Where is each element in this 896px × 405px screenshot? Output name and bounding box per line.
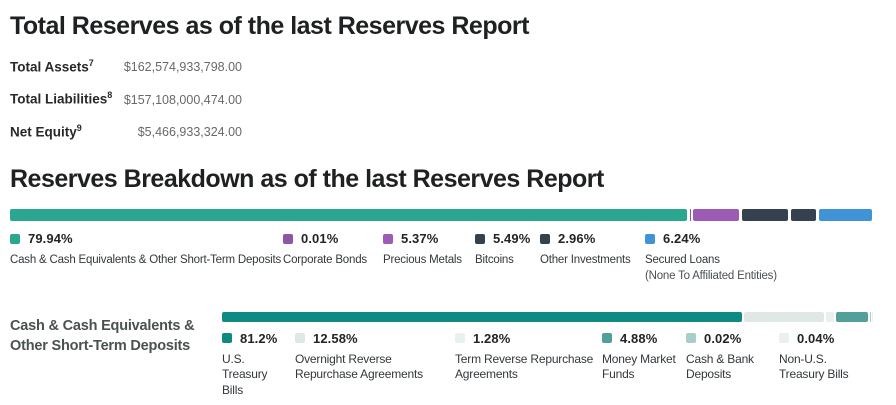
bitcoins-swatch-icon: [475, 233, 485, 244]
us-treasury-bills-swatch-icon: [222, 333, 232, 344]
legend-label: Secured Loans: [645, 254, 720, 266]
legend-label: Cash & Cash Equivalents & Other Short-Te…: [10, 254, 282, 266]
legend-item-corporate-bonds: 0.01% Corporate Bonds: [283, 231, 383, 268]
legend-label: Precious Metals: [383, 254, 462, 266]
legend-percent: 5.37%: [401, 231, 439, 246]
bar-segment-precious-metals: [693, 209, 739, 221]
bar-segment-bitcoins: [741, 209, 789, 221]
legend-percent: 12.58%: [313, 330, 358, 346]
reserves-breakdown-heading: Reserves Breakdown as of the last Reserv…: [10, 165, 604, 194]
footnote-ref-8: 8: [107, 90, 113, 101]
total-liabilities-value: $157,108,000,474.00: [123, 92, 242, 107]
other-investments-swatch-icon: [540, 233, 550, 244]
net-equity-value: $5,466,933,324.00: [137, 125, 242, 140]
legend-percent: 2.96%: [558, 231, 596, 246]
cash-equivalents-title: Cash & Cash Equivalents & Other Short-Te…: [10, 312, 222, 399]
non-us-treasury-bills-swatch-icon: [779, 333, 789, 344]
secured-loans-swatch-icon: [645, 233, 655, 244]
footnote-ref-9: 9: [76, 122, 82, 133]
bar-segment-u-s-treasury-bills: [222, 311, 742, 322]
bar-segment-term-reverse-repurchase-agreements: [826, 311, 835, 322]
legend-percent: 4.88%: [620, 330, 658, 346]
cash-equivalents-legend: 81.2% U.S. Treasury Bills 12.58% Overnig…: [222, 331, 872, 399]
legend-label: Bitcoins: [475, 254, 514, 266]
cash-bank-deposits-swatch-icon: [686, 333, 696, 344]
reserves-breakdown-stacked-bar: [10, 209, 872, 221]
legend-percent: 79.94%: [28, 231, 73, 246]
bar-segment-money-market-funds: [836, 311, 868, 322]
legend-item-other-investments: 2.96% Other Investments: [540, 231, 645, 268]
table-row-total-assets: Total Assets7 $162,574,933,798.00: [10, 58, 242, 75]
bar-segment-secured-loans: [819, 209, 872, 221]
legend-item-cash-bank-deposits: 0.02% Cash & Bank Deposits: [686, 331, 779, 383]
legend-label: U.S. Treasury Bills: [222, 351, 268, 398]
legend-label: Other Investments: [540, 254, 631, 266]
bar-segment-cash-cash-equivalents-other-short-term-deposits: [10, 209, 688, 221]
table-row-total-liabilities: Total Liabilities8 $157,108,000,474.00: [10, 90, 242, 107]
legend-label: Money Market Funds: [602, 351, 676, 382]
legend-sublabel: (None To Affiliated Entities): [645, 269, 777, 282]
total-reserves-table: Total Assets7 $162,574,933,798.00 Total …: [10, 58, 242, 140]
legend-percent: 0.04%: [797, 330, 835, 346]
cash-equivalents-swatch-icon: [10, 233, 20, 244]
legend-item-precious-metals: 5.37% Precious Metals: [383, 231, 475, 268]
net-equity-label: Net Equity9: [10, 122, 82, 140]
cash-equivalents-chart: 81.2% U.S. Treasury Bills 12.58% Overnig…: [222, 311, 872, 399]
legend-item-cash-equivalents: 79.94% Cash & Cash Equivalents & Other S…: [10, 231, 283, 268]
reserves-breakdown-legend: 79.94% Cash & Cash Equivalents & Other S…: [10, 231, 872, 284]
legend-item-term-reverse-repo: 1.28% Term Reverse Repurchase Agreements: [455, 331, 602, 383]
legend-percent: 6.24%: [663, 231, 701, 246]
legend-label: Term Reverse Repurchase Agreements: [455, 351, 594, 382]
legend-item-us-treasury-bills: 81.2% U.S. Treasury Bills: [222, 331, 295, 399]
legend-percent: 0.01%: [301, 231, 339, 246]
legend-item-bitcoins: 5.49% Bitcoins: [475, 231, 540, 268]
legend-label: Corporate Bonds: [283, 254, 367, 266]
total-reserves-heading: Total Reserves as of the last Reserves R…: [10, 12, 529, 40]
total-assets-value: $162,574,933,798.00: [123, 60, 242, 75]
legend-item-secured-loans: 6.24% Secured Loans (None To Affiliated …: [645, 231, 872, 284]
legend-percent: 81.2%: [240, 330, 278, 346]
bar-segment-other-investments: [791, 209, 817, 221]
precious-metals-swatch-icon: [383, 233, 393, 244]
legend-percent: 5.49%: [493, 231, 531, 246]
corporate-bonds-swatch-icon: [283, 233, 293, 244]
legend-item-non-us-treasury-bills: 0.04% Non-U.S. Treasury Bills: [779, 331, 872, 383]
total-assets-label: Total Assets7: [10, 57, 94, 75]
cash-equivalents-title-line1: Cash & Cash Equivalents &: [10, 317, 195, 334]
overnight-reverse-repo-swatch-icon: [295, 333, 305, 344]
legend-percent: 1.28%: [473, 330, 511, 346]
money-market-funds-swatch-icon: [602, 333, 612, 344]
legend-label: Non-U.S. Treasury Bills: [779, 351, 849, 382]
table-row-net-equity: Net Equity9 $5,466,933,324.00: [10, 123, 242, 140]
legend-percent: 0.02%: [704, 330, 742, 346]
cash-equivalents-title-line2: Other Short-Term Deposits: [10, 337, 191, 354]
legend-item-overnight-reverse-repo: 12.58% Overnight Reverse Repurchase Agre…: [295, 331, 455, 383]
cash-equivalents-stacked-bar: [222, 311, 872, 322]
footnote-ref-7: 7: [88, 57, 94, 68]
bar-segment-overnight-reverse-repurchase-agreements: [743, 311, 825, 322]
cash-equivalents-section: Cash & Cash Equivalents & Other Short-Te…: [10, 311, 872, 399]
legend-item-money-market-funds: 4.88% Money Market Funds: [602, 331, 686, 383]
term-reverse-repo-swatch-icon: [455, 333, 465, 344]
legend-label: Cash & Bank Deposits: [686, 351, 754, 382]
total-liabilities-label: Total Liabilities8: [10, 90, 113, 107]
legend-label: Overnight Reverse Repurchase Agreements: [295, 351, 423, 382]
